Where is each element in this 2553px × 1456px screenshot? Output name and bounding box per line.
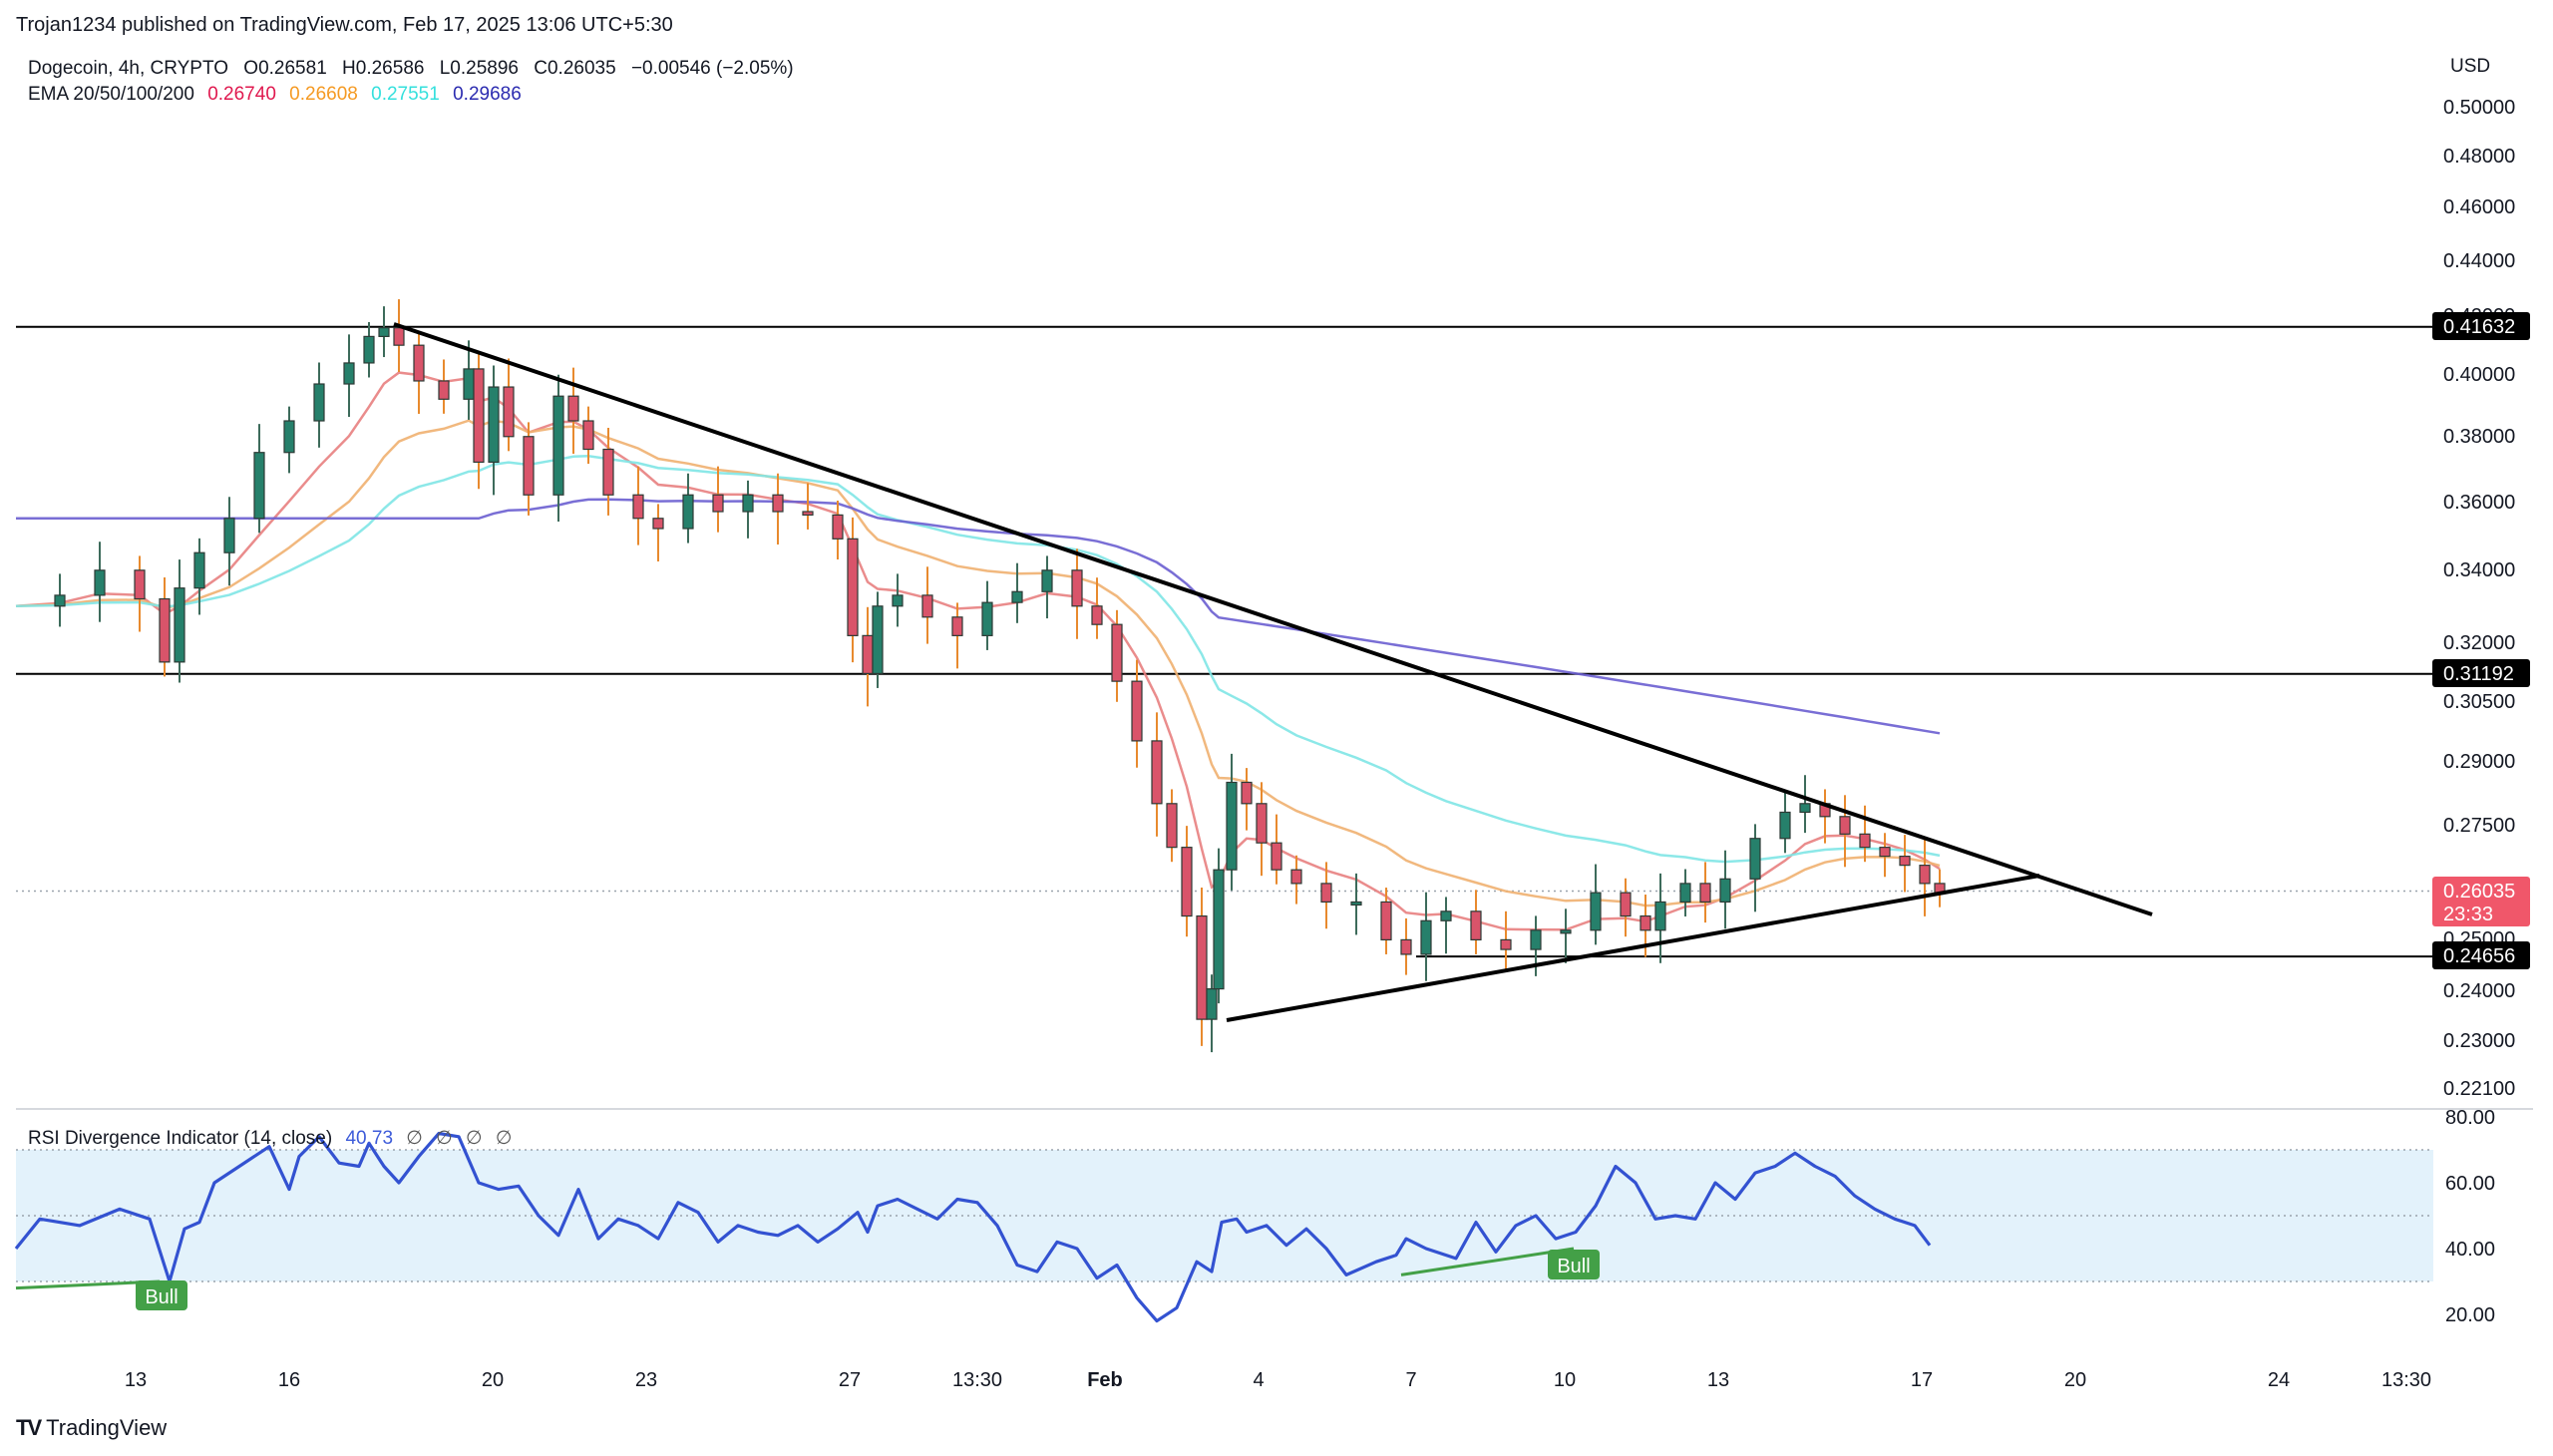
ema100-value: 0.27551 [371,84,440,105]
ema-row: EMA 20/50/100/200 0.26740 0.26608 0.2755… [28,82,804,108]
svg-text:20.00: 20.00 [2445,1304,2495,1326]
currency-label: USD [2450,56,2491,77]
divergence-markers: Bull Bull [15,1247,1600,1310]
svg-text:60.00: 60.00 [2445,1173,2495,1195]
candlestick-series [54,299,1946,1053]
time-axis[interactable]: 13 16 20 23 27 13:30 Feb 4 7 10 13 17 20 24 13:30 [125,1369,2431,1391]
ohlc-row: Dogecoin, 4h, CRYPTO O0.26581 H0.26586 L… [28,56,804,82]
svg-text:13: 13 [125,1369,147,1391]
svg-text:0.46000: 0.46000 [2443,196,2515,218]
price-axis[interactable]: 0.500000.480000.460000.440000.420000.400… [2432,97,2530,1100]
svg-text:Bull: Bull [1557,1256,1590,1277]
svg-text:40.00: 40.00 [2445,1239,2495,1261]
rsi-title[interactable]: RSI Divergence Indicator (14, close) [28,1128,333,1149]
svg-text:20: 20 [482,1369,504,1391]
trendlines[interactable] [393,322,2153,1022]
na-mark-icon: ∅ [495,1128,513,1149]
svg-text:16: 16 [278,1369,300,1391]
svg-text:Bull: Bull [145,1286,178,1308]
rsi-band [16,1149,2433,1282]
svg-text:7: 7 [1405,1369,1416,1391]
svg-text:0.31192: 0.31192 [2443,663,2514,685]
svg-text:0.32000: 0.32000 [2443,632,2515,654]
close-value: C0.26035 [534,58,616,79]
na-mark-icon: ∅ [406,1128,423,1149]
grid-lines [16,890,2533,1110]
svg-text:13:30: 13:30 [952,1369,1002,1391]
open-value: O0.26581 [243,58,327,79]
svg-text:17: 17 [1911,1369,1933,1391]
high-value: H0.26586 [342,58,425,79]
svg-text:0.50000: 0.50000 [2443,97,2515,119]
svg-text:0.36000: 0.36000 [2443,492,2515,514]
svg-text:4: 4 [1253,1369,1264,1391]
rsi-value: 40.73 [345,1128,394,1149]
rsi-axis[interactable]: 80.00 60.00 40.00 20.00 [2445,1107,2495,1326]
svg-text:0.48000: 0.48000 [2443,146,2515,168]
svg-text:0.27500: 0.27500 [2443,815,2515,837]
svg-text:0.29000: 0.29000 [2443,751,2515,773]
svg-text:24: 24 [2268,1369,2290,1391]
ema200-value: 0.29686 [453,84,522,105]
horizontal-levels[interactable] [16,325,2433,958]
svg-text:0.41632: 0.41632 [2443,316,2515,338]
svg-text:0.24000: 0.24000 [2443,980,2515,1002]
low-value: L0.25896 [439,58,519,79]
symbol-label[interactable]: Dogecoin, 4h, CRYPTO [28,58,229,79]
svg-text:13: 13 [1707,1369,1729,1391]
ascending-trendline [1226,874,2040,1022]
ema20-value: 0.26740 [207,84,276,105]
brand-name: TradingView [46,1415,168,1440]
svg-text:80.00: 80.00 [2445,1107,2495,1129]
na-mark-icon: ∅ [436,1128,453,1149]
svg-text:13:30: 13:30 [2381,1369,2431,1391]
svg-text:23: 23 [635,1369,657,1391]
chart-legend: Dogecoin, 4h, CRYPTO O0.26581 H0.26586 L… [28,56,804,108]
rsi-legend: RSI Divergence Indicator (14, close) 40.… [28,1127,520,1150]
svg-text:10: 10 [1554,1369,1576,1391]
change-value: −0.00546 (−2.05%) [630,58,794,79]
svg-text:0.44000: 0.44000 [2443,250,2515,272]
ema50-value: 0.26608 [289,84,358,105]
svg-text:0.38000: 0.38000 [2443,426,2515,448]
ema-label[interactable]: EMA 20/50/100/200 [28,84,194,105]
ema-lines [15,371,1941,931]
svg-text:0.22100: 0.22100 [2443,1078,2515,1100]
tradingview-logo-icon: TV [16,1415,42,1440]
svg-text:0.40000: 0.40000 [2443,364,2515,386]
na-mark-icon: ∅ [465,1128,483,1149]
tradingview-brand[interactable]: TV TradingView [16,1415,167,1441]
svg-text:0.26035: 0.26035 [2443,881,2515,903]
descending-trendline [393,322,2153,916]
svg-text:27: 27 [839,1369,861,1391]
svg-text:0.30500: 0.30500 [2443,691,2515,713]
svg-text:20: 20 [2064,1369,2086,1391]
svg-text:0.24656: 0.24656 [2443,945,2515,967]
svg-text:0.23000: 0.23000 [2443,1030,2515,1052]
svg-text:Feb: Feb [1087,1369,1123,1391]
svg-text:23:33: 23:33 [2443,904,2493,925]
rsi-line [14,1131,1932,1323]
publisher-caption: Trojan1234 published on TradingView.com,… [16,14,673,36]
svg-text:0.34000: 0.34000 [2443,559,2515,581]
